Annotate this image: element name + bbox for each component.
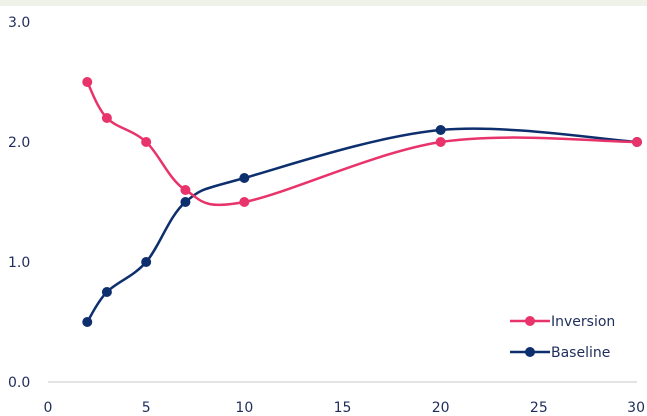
data-point-baseline bbox=[82, 317, 93, 327]
series-line-inversion bbox=[86, 80, 639, 207]
x-tick-label: 25 bbox=[530, 400, 548, 416]
data-point-inversion bbox=[632, 137, 642, 147]
legend-marker-baseline bbox=[525, 347, 535, 357]
data-point-baseline bbox=[435, 125, 446, 135]
y-tick-label: 1.0 bbox=[8, 255, 30, 271]
data-point-baseline bbox=[101, 287, 112, 297]
x-tick-label: 0 bbox=[44, 400, 53, 416]
series-layer bbox=[82, 77, 642, 327]
y-tick-label: 0.0 bbox=[8, 375, 30, 391]
legend-label-baseline: Baseline bbox=[551, 345, 610, 361]
data-point-inversion bbox=[435, 137, 446, 147]
legend-marker-inversion bbox=[525, 316, 535, 326]
x-tick-labels: 0 5 10 15 20 25 30 bbox=[44, 400, 645, 416]
x-tick-label: 20 bbox=[432, 400, 450, 416]
x-tick-label: 30 bbox=[627, 400, 645, 416]
y-tick-label: 3.0 bbox=[8, 15, 30, 31]
y-tick-label: 2.0 bbox=[8, 135, 30, 151]
data-point-baseline bbox=[141, 257, 152, 267]
x-tick-label: 15 bbox=[334, 400, 352, 416]
data-point-inversion bbox=[101, 113, 112, 123]
top-band bbox=[0, 0, 647, 6]
x-tick-label: 10 bbox=[235, 400, 253, 416]
data-point-baseline bbox=[239, 173, 250, 183]
legend: Inversion Baseline bbox=[510, 314, 615, 361]
data-point-inversion bbox=[141, 137, 152, 147]
data-point-inversion bbox=[82, 77, 93, 87]
y-tick-labels: 0.0 1.0 2.0 3.0 bbox=[8, 15, 30, 391]
data-point-baseline bbox=[180, 197, 191, 207]
data-point-inversion bbox=[180, 185, 191, 195]
data-point-inversion bbox=[239, 197, 250, 207]
series-line-baseline bbox=[86, 127, 639, 324]
x-tick-label: 5 bbox=[142, 400, 151, 416]
legend-label-inversion: Inversion bbox=[551, 314, 615, 330]
